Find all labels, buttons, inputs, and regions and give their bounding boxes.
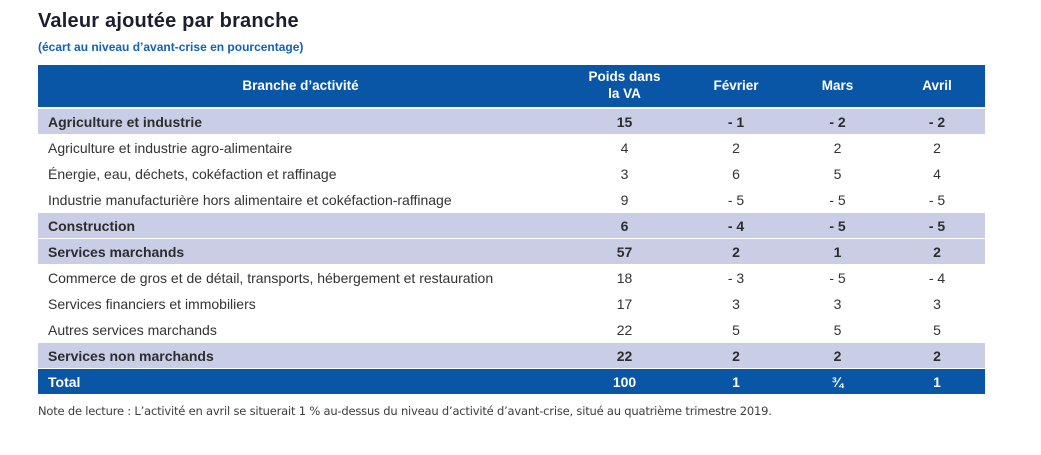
table-row: Énergie, eau, déchets, cokéfaction et ra…: [38, 160, 985, 187]
table-row: Industrie manufacturière hors alimentair…: [38, 186, 985, 213]
row-label: Commerce de gros et de détail, transport…: [38, 264, 563, 291]
row-value-mars: 5: [786, 316, 889, 343]
row-label: Industrie manufacturière hors alimentair…: [38, 186, 563, 213]
table-row: Construction 6- 4- 5- 5: [38, 212, 985, 239]
row-value-mars: 2: [786, 134, 889, 161]
table-row: Services non marchands 22 2 2 2: [38, 342, 985, 369]
reading-note: Note de lecture : L’activité en avril se…: [38, 404, 772, 418]
row-label: Services marchands: [38, 238, 563, 265]
row-label: Agriculture et industrie agro-alimentair…: [38, 134, 563, 161]
row-label: Total: [38, 368, 563, 395]
row-value-poids: 22: [563, 316, 686, 343]
row-value-poids: 9: [563, 186, 686, 213]
row-value-mars: - 5: [786, 212, 889, 239]
table-body: Agriculture et industrie 15- 1- 2- 2 Agric…: [38, 108, 985, 395]
row-value-avril: 2: [889, 134, 985, 161]
row-label: Construction: [38, 212, 563, 239]
row-value-avril: 2: [889, 238, 985, 265]
row-value-poids: 4: [563, 134, 686, 161]
row-label: Énergie, eau, déchets, cokéfaction et ra…: [38, 160, 563, 187]
row-value-mars: 2: [786, 342, 889, 369]
table-row: Services financiers et immobiliers 17 3 3 3: [38, 290, 985, 317]
row-value-fevrier: 3: [686, 290, 786, 317]
row-value-poids: 18: [563, 264, 686, 291]
row-value-poids: 22: [563, 342, 686, 369]
row-value-fevrier: 5: [686, 316, 786, 343]
row-value-fevrier: - 1: [686, 108, 786, 135]
table-header: Branche d’activité Poids dans la VA Févrie…: [38, 65, 985, 109]
table-row: Commerce de gros et de détail, transport…: [38, 264, 985, 291]
row-value-poids: 15: [563, 108, 686, 135]
table-row: Agriculture et industrie 15- 1- 2- 2: [38, 108, 985, 135]
column-header-avril: Avril: [889, 65, 985, 109]
row-value-mars: 3: [786, 290, 889, 317]
row-value-fevrier: 2: [686, 134, 786, 161]
row-value-poids: 17: [563, 290, 686, 317]
row-value-fevrier: - 5: [686, 186, 786, 213]
row-value-poids: 3: [563, 160, 686, 187]
row-value-mars: 1: [786, 238, 889, 265]
row-value-mars: ¾: [786, 368, 889, 395]
column-header-branche: Branche d’activité: [38, 65, 563, 109]
row-value-avril: 2: [889, 342, 985, 369]
row-value-poids: 6: [563, 212, 686, 239]
row-value-fevrier: 2: [686, 238, 786, 265]
row-value-avril: 3: [889, 290, 985, 317]
row-value-avril: - 5: [889, 186, 985, 213]
column-header-fevrier: Février: [686, 65, 786, 109]
row-value-poids: 57: [563, 238, 686, 265]
row-label: Services financiers et immobiliers: [38, 290, 563, 317]
page-title: Valeur ajoutée par branche: [38, 10, 299, 32]
row-value-avril: 1: [889, 368, 985, 395]
row-value-avril: - 2: [889, 108, 985, 135]
table-row: Agriculture et industrie agro-alimentair…: [38, 134, 985, 161]
value-added-table: Branche d’activité Poids dans la VA Févrie…: [38, 65, 985, 395]
row-value-avril: - 4: [889, 264, 985, 291]
row-value-fevrier: 2: [686, 342, 786, 369]
row-value-fevrier: - 4: [686, 212, 786, 239]
row-value-poids: 100: [563, 368, 686, 395]
figure-block: Valeur ajoutée par branche (écart au niv…: [38, 10, 985, 418]
row-value-fevrier: 1: [686, 368, 786, 395]
row-label: Agriculture et industrie: [38, 108, 563, 135]
table-header-row: Branche d’activité Poids dans la VA Févrie…: [38, 65, 985, 109]
row-value-avril: - 5: [889, 212, 985, 239]
column-header-poids: Poids dans la VA: [563, 65, 686, 109]
column-header-mars: Mars: [786, 65, 889, 109]
row-value-mars: 5: [786, 160, 889, 187]
row-value-mars: - 5: [786, 264, 889, 291]
row-value-fevrier: 6: [686, 160, 786, 187]
table-row: Autres services marchands 22 5 5 5: [38, 316, 985, 343]
row-value-fevrier: - 3: [686, 264, 786, 291]
row-value-avril: 5: [889, 316, 985, 343]
row-value-mars: - 2: [786, 108, 889, 135]
row-value-avril: 4: [889, 160, 985, 187]
table-row: Services marchands 57 2 1 2: [38, 238, 985, 265]
page-subtitle: (écart au niveau d’avant-crise en pource…: [38, 40, 304, 54]
row-label: Services non marchands: [38, 342, 563, 369]
row-label: Autres services marchands: [38, 316, 563, 343]
table-row: Total 100 1 ¾ 1: [38, 368, 985, 395]
row-value-mars: - 5: [786, 186, 889, 213]
